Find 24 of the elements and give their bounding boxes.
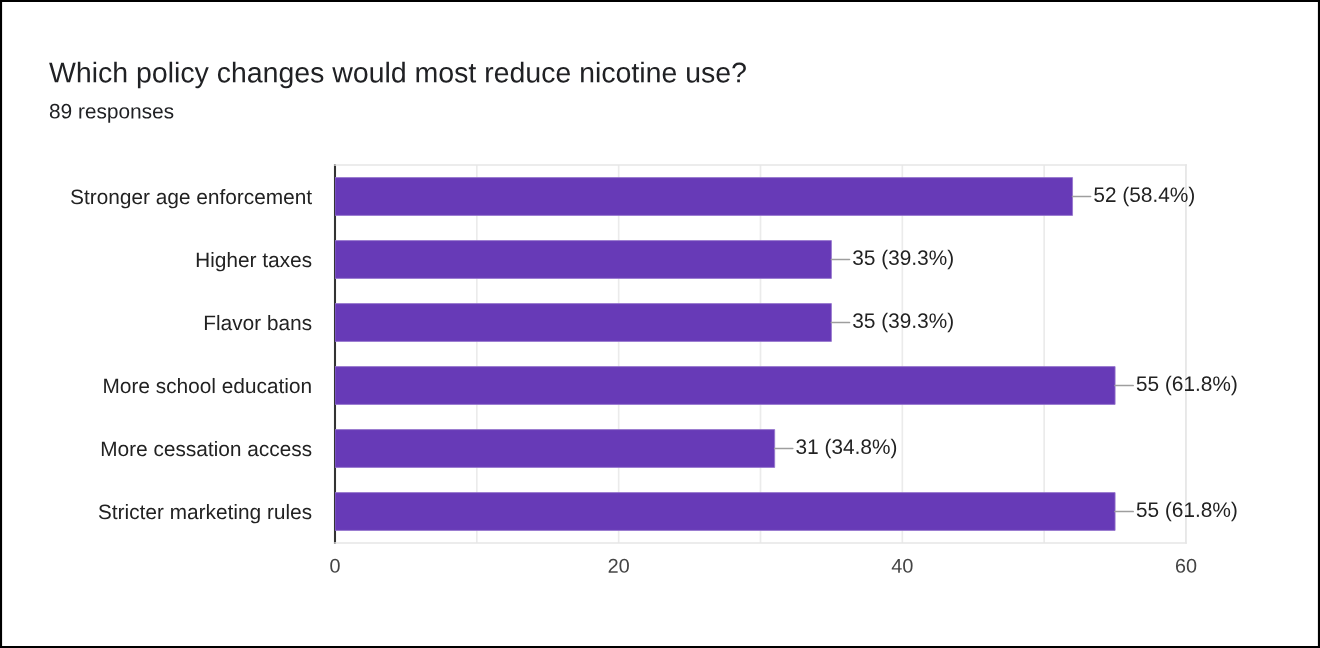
data-label: 52 (58.4%)	[1094, 186, 1194, 207]
x-tick-label: 20	[608, 558, 629, 573]
data-label: 55 (61.8%)	[1136, 501, 1237, 522]
bar	[335, 303, 832, 342]
bar	[335, 492, 1116, 531]
x-tick-label: 60	[1175, 558, 1197, 573]
x-tick-label: 0	[330, 558, 340, 573]
chart-title: Which policy changes would most reduce nicotine use?	[49, 61, 746, 89]
data-label: 35 (39.3%)	[853, 249, 953, 270]
bar	[335, 177, 1073, 216]
y-tick-label: Higher taxes	[196, 251, 312, 272]
text: 89 responses	[49, 103, 174, 123]
y-tick-label: Stronger age enforcement	[71, 188, 312, 209]
bar	[335, 366, 1116, 405]
y-tick-label: More cessation access	[101, 440, 312, 457]
bar	[335, 429, 776, 468]
bar	[335, 240, 832, 279]
data-label: 35 (39.3%)	[853, 312, 953, 333]
y-tick-label: Flavor bans	[204, 314, 312, 331]
y-tick-label: Stricter marketing rules	[98, 503, 312, 524]
data-label: 31 (34.8%)	[796, 438, 897, 459]
x-tick-label: 40	[891, 558, 913, 573]
y-tick-label: More school education	[104, 377, 311, 394]
data-label: 55 (61.8%)	[1136, 375, 1237, 396]
